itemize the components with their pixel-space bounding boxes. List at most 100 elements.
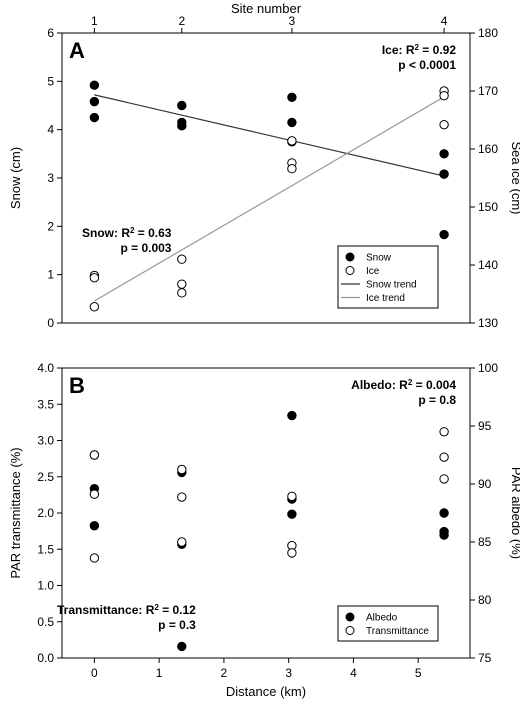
legend-marker [345, 612, 355, 622]
legend-box [337, 605, 439, 642]
left-y-tick-label: 0 [47, 316, 54, 330]
right-y-axis-label: Sea ice (cm) [509, 142, 520, 215]
data-point [287, 509, 297, 519]
left-y-tick-label: 3 [47, 171, 54, 185]
legend-label: Ice [366, 266, 380, 277]
trend-line [94, 96, 445, 302]
right-y-tick-label: 95 [478, 419, 492, 433]
left-y-tick-label: 1.5 [37, 542, 54, 556]
legend-label: Transmittance [366, 626, 429, 637]
right-y-tick-label: 160 [478, 142, 498, 156]
left-y-tick-label: 3.0 [37, 434, 54, 448]
top-x-tick-label: 4 [441, 14, 448, 28]
top-x-axis-label: Site number [231, 1, 302, 16]
data-point [89, 112, 100, 123]
panel-label: B [69, 373, 85, 398]
left-y-tick-label: 4 [47, 123, 54, 137]
right-y-tick-label: 85 [478, 535, 492, 549]
trend-line [94, 94, 445, 177]
data-point [439, 427, 449, 437]
top-x-tick-label: 1 [91, 14, 98, 28]
data-point [177, 492, 187, 502]
right-y-axis-label: PAR albedo (%) [509, 467, 520, 559]
left-y-tick-label: 1.0 [37, 579, 54, 593]
annotation-snow-p: p = 0.003 [120, 241, 171, 255]
data-point [439, 508, 449, 518]
data-point [287, 136, 297, 146]
annotation-ice-p: p < 0.0001 [398, 58, 456, 72]
legend-label: Albedo [366, 613, 398, 624]
data-point [287, 491, 297, 502]
data-point [177, 537, 187, 547]
annotation-transmittance-p: p = 0.3 [158, 618, 196, 632]
right-y-tick-label: 170 [478, 84, 498, 98]
x-tick-label: 3 [285, 666, 292, 680]
right-y-tick-label: 180 [478, 26, 498, 40]
panel-b: 0.0 0.5 1.0 1.5 2.0 2.5 3.0 3.5 4.0 75 80 85 90 95 100… [8, 361, 520, 699]
data-point [287, 164, 297, 174]
left-y-tick-label: 6 [47, 26, 54, 40]
data-point [177, 254, 187, 264]
data-point [89, 553, 100, 563]
right-y-tick-label: 75 [478, 651, 492, 665]
x-tick-label: 5 [415, 666, 422, 680]
data-point [89, 273, 100, 283]
x-tick-label: 0 [91, 666, 98, 680]
data-point [439, 90, 449, 101]
right-y-tick-label: 150 [478, 200, 498, 214]
data-point [287, 410, 297, 421]
left-y-axis-label: PAR transmittance (%) [8, 447, 23, 578]
data-point [177, 641, 187, 652]
legend-marker [345, 266, 355, 275]
legend-marker [345, 252, 355, 262]
data-point [177, 121, 187, 131]
data-point [287, 117, 297, 128]
left-y-tick-label: 5 [47, 74, 54, 88]
data-point [177, 279, 187, 289]
panel-label: A [69, 38, 85, 63]
x-tick-label: 2 [221, 666, 228, 680]
data-point [287, 92, 297, 102]
left-y-tick-label: 1 [47, 268, 54, 282]
data-point [89, 80, 100, 90]
annotation-albedo: Albedo: R2 = 0.004 [351, 378, 456, 393]
legend-label: Ice trend [366, 293, 405, 304]
top-x-tick-label: 2 [178, 14, 185, 28]
data-point [177, 288, 187, 298]
data-point [439, 474, 449, 484]
data-point [89, 96, 100, 107]
annotation-transmittance: Transmittance: R2 = 0.12 [57, 603, 196, 618]
legend-label: Snow trend [366, 280, 417, 291]
x-axis-label: Distance (km) [226, 684, 306, 699]
data-point [89, 450, 100, 460]
data-point [439, 452, 449, 462]
data-point [89, 302, 100, 312]
annotation-ice: Ice: R2 = 0.92 [382, 43, 456, 58]
top-x-tick-label: 3 [289, 14, 296, 28]
right-y-tick-label: 140 [478, 258, 498, 272]
annotation-albedo-p: p = 0.8 [418, 393, 456, 407]
annotation-snow: Snow: R2 = 0.63 [82, 226, 172, 241]
left-y-tick-label: 4.0 [37, 361, 54, 375]
right-y-tick-label: 130 [478, 316, 498, 330]
left-y-tick-label: 2.0 [37, 506, 54, 520]
x-tick-label: 1 [156, 666, 163, 680]
left-y-tick-label: 3.5 [37, 397, 54, 411]
left-y-tick-label: 2.5 [37, 470, 54, 484]
data-point [177, 464, 187, 475]
right-y-tick-label: 100 [478, 361, 498, 375]
data-point [89, 521, 100, 531]
left-y-tick-label: 0.5 [37, 615, 54, 629]
left-y-axis-label: Snow (cm) [8, 147, 23, 209]
data-point [287, 548, 297, 558]
data-point [439, 119, 449, 130]
left-y-tick-label: 2 [47, 219, 54, 233]
legend-box [337, 245, 439, 309]
data-point [89, 489, 100, 499]
data-point [439, 530, 449, 540]
right-y-tick-label: 80 [478, 593, 492, 607]
data-point [439, 149, 449, 159]
legend-marker [345, 626, 355, 635]
data-point [439, 169, 449, 179]
